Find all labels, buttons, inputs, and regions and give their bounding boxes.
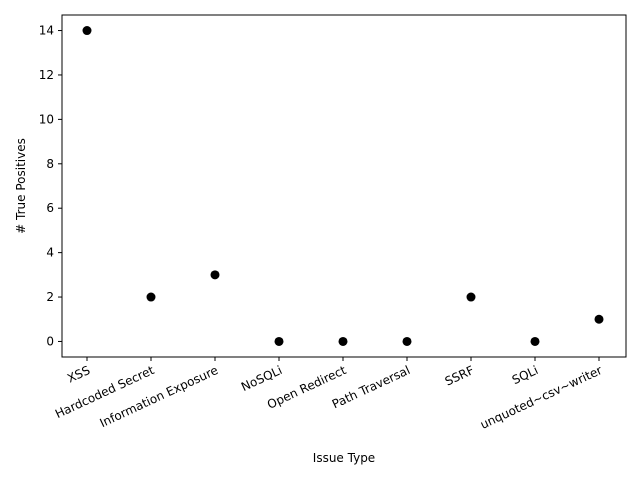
y-tick-label: 6 — [46, 201, 54, 215]
data-point — [82, 26, 92, 36]
y-tick-label: 0 — [46, 334, 54, 348]
y-tick-label: 12 — [39, 68, 54, 82]
x-axis-label: Issue Type — [313, 451, 375, 465]
data-points — [82, 26, 604, 346]
data-point — [210, 270, 220, 280]
x-tick-label: unquoted~csv~writer — [478, 363, 604, 432]
y-tick-label: 4 — [46, 246, 54, 260]
x-tick-label: Information Exposure — [98, 363, 221, 430]
data-point — [274, 336, 284, 346]
y-tick-label: 10 — [39, 112, 54, 126]
x-tick-label: SSRF — [443, 363, 477, 389]
y-axis-label: # True Positives — [14, 138, 28, 234]
data-point — [146, 292, 156, 302]
plot-frame — [61, 14, 627, 358]
y-tick-label: 8 — [46, 157, 54, 171]
data-point — [594, 314, 604, 324]
data-point — [530, 336, 540, 346]
y-tick-label: 14 — [39, 24, 54, 38]
data-point — [466, 292, 476, 302]
x-tick-label: XSS — [65, 363, 92, 386]
y-tick-label: 2 — [46, 290, 54, 304]
x-tick-label: NoSQLi — [239, 363, 284, 394]
x-tick-label: SQLi — [510, 363, 540, 387]
y-axis: 0 2 4 6 8 10 12 14 — [39, 24, 62, 348]
data-point — [402, 336, 412, 346]
data-point — [338, 336, 348, 346]
